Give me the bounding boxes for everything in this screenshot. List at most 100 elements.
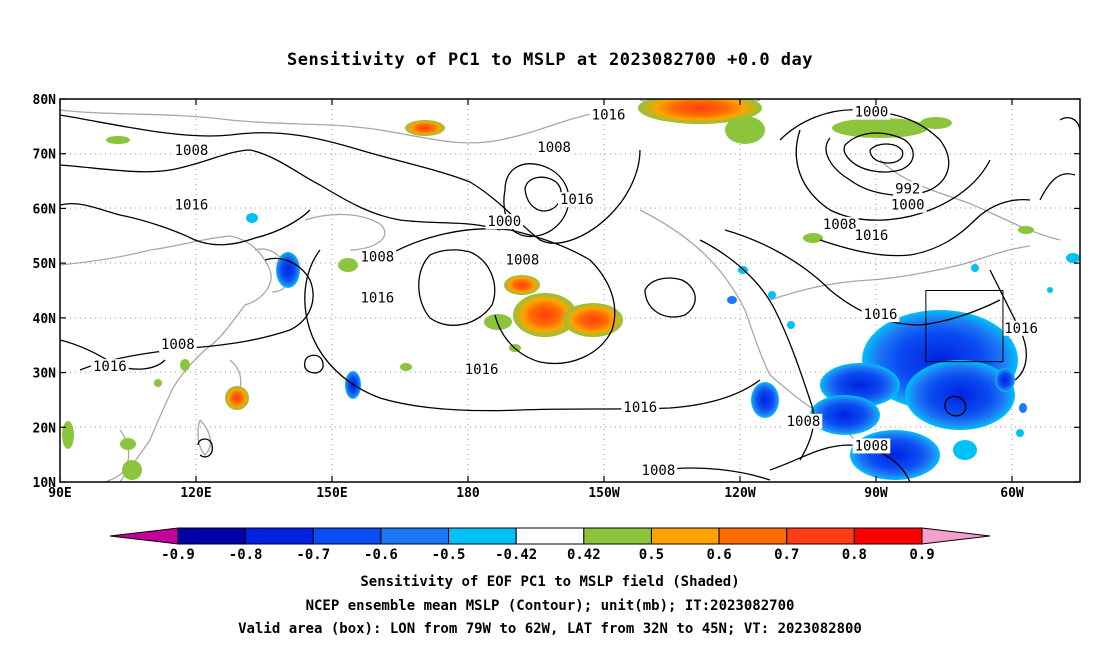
lat-tick-label: 10N (33, 476, 57, 491)
contour-label-bg (784, 413, 823, 429)
valid-area-box (925, 290, 1004, 363)
lat-tick-label: 20N (33, 421, 57, 436)
colorbar-segment (650, 527, 720, 545)
colorbar-label: 0.5 (639, 547, 664, 563)
lon-tick-label: 90E (48, 486, 71, 501)
contour-label-bg (358, 290, 397, 306)
contour-label: 1016 (93, 359, 127, 375)
colorbar-segment (718, 527, 788, 545)
colorbar-label: -0.5 (432, 547, 466, 563)
lat-tick-label: 80N (33, 93, 57, 108)
colorbar-segment (380, 527, 450, 545)
contour-label: 1016 (175, 198, 209, 214)
colorbar-label: 0.7 (774, 547, 799, 563)
contour-label-bg (462, 361, 501, 377)
colorbar-label: -0.7 (296, 547, 330, 563)
map-frame (59, 98, 1081, 483)
contour-label-bg (589, 107, 628, 123)
caption-contour: NCEP ensemble mean MSLP (Contour); unit(… (305, 598, 795, 614)
contour-label-bg (172, 197, 211, 213)
contour-label-bg (852, 227, 891, 243)
contour-label-bg (852, 104, 891, 120)
lat-tick-label: 60N (33, 202, 57, 217)
colorbar-segment (312, 527, 382, 545)
contour-label-bg (861, 307, 900, 323)
contour-label: 992 (895, 181, 920, 197)
colorbar-label: -0.6 (364, 547, 398, 563)
caption-shading: Sensitivity of EOF PC1 to MSLP field (Sh… (360, 574, 740, 590)
lon-tick-label: 180 (456, 486, 480, 501)
lon-tick-label: 150W (588, 486, 619, 501)
contour-label: 1000 (891, 198, 925, 214)
colorbar-segment (245, 527, 314, 545)
contour-label: 1008 (855, 438, 889, 454)
colorbar-segment (448, 527, 517, 545)
contour-label: 1016 (360, 291, 394, 307)
contour-label-bg (621, 400, 660, 416)
lon-tick-label: 90W (864, 486, 888, 501)
lat-tick-label: 70N (33, 148, 57, 163)
lat-tick-label: 40N (33, 312, 57, 327)
contour-label: 1016 (623, 400, 657, 416)
contour-label-bg (1002, 320, 1040, 336)
latitude-axis: 80N 70N 60N 50N 40N 30N 20N 10N (33, 93, 1080, 491)
caption-valid-area: Valid area (box): LON from 79W to 62W, L… (238, 621, 862, 637)
colorbar-label: 0.42 (567, 547, 601, 563)
contour-label-bg (503, 252, 542, 268)
contour-label: 1016 (1004, 321, 1038, 337)
contour-label: 1008 (360, 250, 394, 266)
contour-label-bg (172, 142, 211, 158)
colorbar-upper-extension (921, 527, 991, 545)
colorbar-label: 0.9 (909, 547, 934, 563)
contour-label-bg (159, 337, 197, 353)
colorbar-label: 0.6 (706, 547, 731, 563)
lon-tick-label: 60W (1000, 486, 1024, 501)
contour-label: 1008 (506, 252, 540, 268)
map-title: Sensitivity of PC1 to MSLP at 2023082700… (286, 50, 813, 70)
contour-label-bg (893, 181, 923, 197)
contour-label-bg (558, 192, 596, 208)
colorbar-label: -0.8 (229, 547, 263, 563)
colorbar: -0.9 -0.8 -0.7 -0.6 -0.5 -0.42 0.42 0.5 0.6 0.7 0.… (109, 527, 991, 563)
contour-label-bg (358, 249, 397, 265)
contour-label: 1008 (175, 143, 209, 159)
colorbar-segment (583, 527, 652, 545)
lon-tick-label: 120W (724, 486, 755, 501)
contour-label: 1000 (487, 214, 521, 230)
colorbar-segment (515, 527, 585, 545)
colorbar-label: 0.8 (842, 547, 867, 563)
contour-label: 1016 (592, 107, 626, 123)
colorbar-label: -0.9 (161, 547, 195, 563)
contour-label: 1016 (864, 307, 898, 323)
lat-tick-label: 30N (33, 367, 57, 382)
contour-label: 1016 (465, 362, 499, 378)
contour-label: 1008 (787, 414, 821, 430)
lon-tick-label: 120E (180, 486, 211, 501)
contour-label-bg (535, 140, 573, 156)
shaded-sensitivity (62, 99, 1080, 480)
longitude-axis: 90E 120E 150E 180 150W 120W 90W 60W (48, 99, 1024, 501)
contour-label: 1016 (560, 192, 594, 208)
contour-label: 1008 (823, 217, 857, 233)
contour-label: 1016 (855, 228, 889, 244)
contour-label: 1008 (537, 140, 571, 156)
contour-label-bg (820, 216, 859, 232)
contour-label-bg (888, 197, 927, 213)
contour-label-bg (91, 359, 129, 375)
colorbar-segment (177, 527, 247, 545)
colorbar-label: -0.42 (495, 547, 537, 563)
lat-tick-label: 50N (33, 257, 57, 272)
contour-label: 1008 (642, 463, 676, 479)
colorbar-segment (786, 527, 855, 545)
contour-label-bg (485, 214, 524, 230)
contour-label: 1000 (855, 105, 889, 121)
colorbar-lower-extension (109, 527, 179, 545)
contour-label-bg (639, 463, 678, 479)
colorbar-segment (853, 527, 923, 545)
contour-label-bg (852, 438, 891, 454)
lon-tick-label: 150E (316, 486, 347, 501)
